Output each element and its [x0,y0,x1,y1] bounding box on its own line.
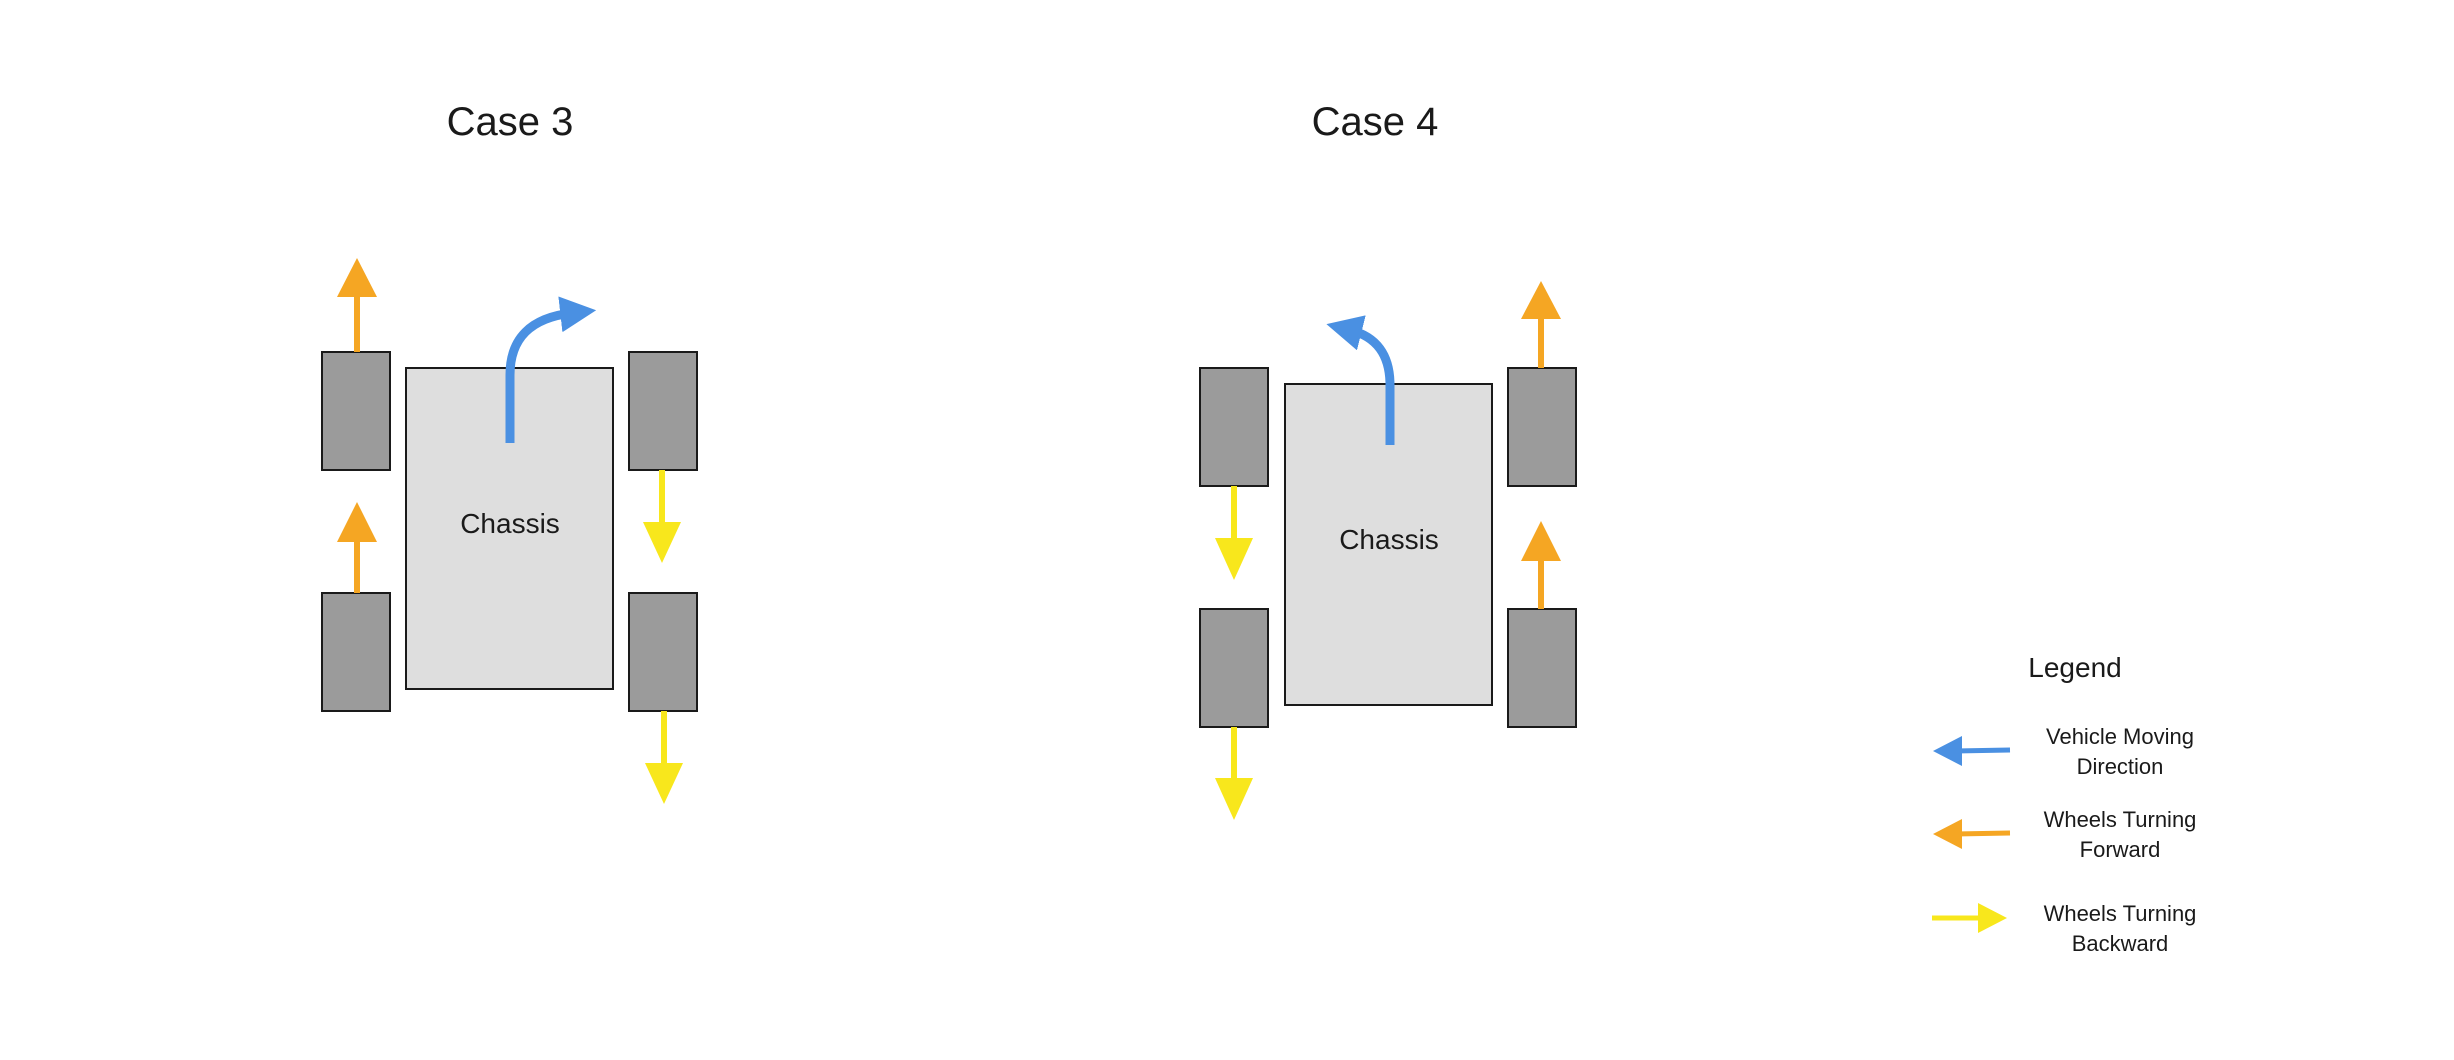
legend-item-label-line1: Vehicle Moving [2046,724,2194,749]
case3-right-rear-backward-arrow [645,711,683,804]
legend-item-label-line1: Wheels Turning [2043,807,2197,832]
case3-wheel-right-front [628,351,698,471]
case4-title: Case 4 [1311,100,1439,144]
case3-wheel-left-rear [321,592,391,712]
yellow-arrow-right-icon [1932,903,2007,933]
case4-wheel-left-rear [1199,608,1269,728]
case3-right-front-backward-arrow [643,470,681,563]
legend-item-wheels-backward: Wheels Turning Backward [2020,899,2220,959]
case4-chassis-label: Chassis [1339,524,1439,555]
case3-vehicle-direction-arrow [505,296,597,443]
case3-wheel-right-rear [628,592,698,712]
legend-icons [1932,736,2011,933]
legend-item-label-line2: Forward [2079,837,2161,862]
case3-wheel-left-front [321,351,391,471]
legend-item-vehicle-direction: Vehicle Moving Direction [2020,722,2220,782]
legend-item-label-line2: Backward [2071,931,2169,956]
case4-right-front-forward-arrow [1521,281,1561,368]
case4-right-rear-forward-arrow [1521,521,1561,609]
case4-vehicle-direction-arrow [1326,315,1395,445]
case4-wheel-right-front [1507,367,1577,487]
case3-left-rear-forward-arrow [337,502,377,593]
case3-left-front-forward-arrow [337,258,377,352]
legend-item-label-line2: Direction [2076,754,2164,779]
blue-arrow-left-icon [1933,736,2011,766]
case4-wheel-right-rear [1507,608,1577,728]
case4-wheel-left-front [1199,367,1269,487]
case4-group [1199,281,1577,820]
case4-left-rear-backward-arrow [1215,727,1253,820]
orange-arrow-left-icon [1933,819,2011,849]
legend-item-wheels-forward: Wheels Turning Forward [2020,805,2220,865]
case3-group [321,258,698,804]
legend-item-label-line1: Wheels Turning [2043,901,2197,926]
legend-title: Legend [2028,652,2122,683]
case4-left-front-backward-arrow [1215,486,1253,580]
case3-chassis-label: Chassis [460,508,560,539]
case3-title: Case 3 [446,100,574,144]
